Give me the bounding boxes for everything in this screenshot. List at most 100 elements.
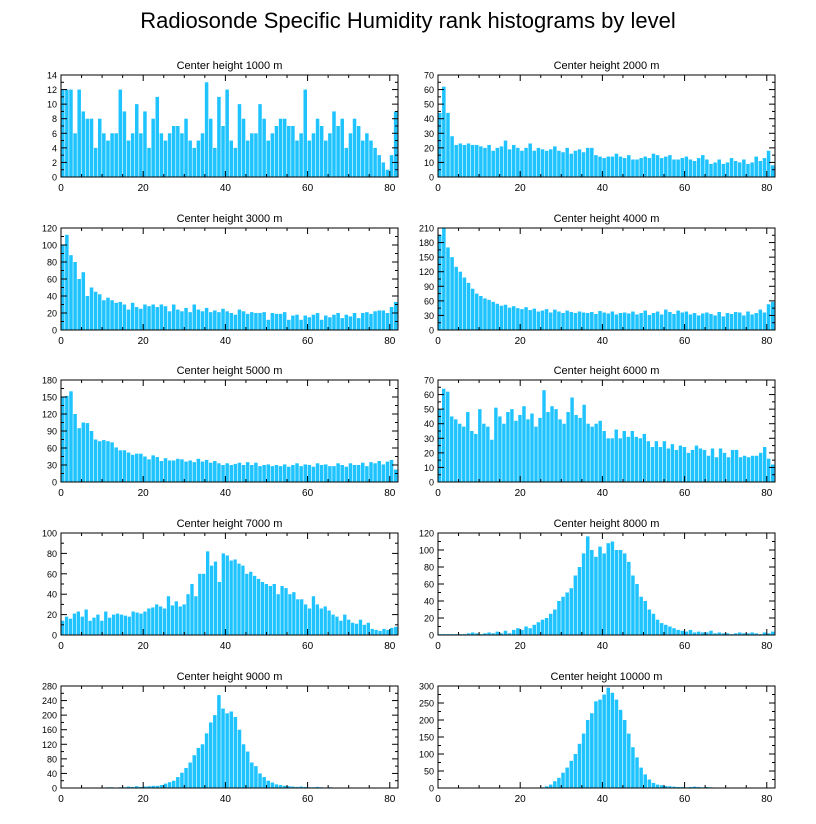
histogram-bar: [171, 460, 176, 482]
histogram-bar: [123, 615, 128, 635]
histogram-bar: [536, 147, 541, 177]
histogram-bar: [705, 632, 709, 635]
histogram-bar: [204, 733, 209, 788]
y-tick-label: 70: [424, 71, 434, 81]
histogram-bar: [184, 307, 188, 330]
histogram-bar: [108, 617, 112, 635]
histogram-bar: [155, 604, 159, 635]
histogram-bar: [180, 133, 184, 177]
y-tick-label: 30: [424, 129, 434, 139]
y-tick-label: 200: [42, 711, 57, 721]
histogram-bar: [65, 395, 69, 482]
histogram-bar: [478, 409, 482, 482]
histogram-bar: [319, 465, 324, 482]
histogram-bar: [303, 89, 307, 177]
y-tick-label: 0: [429, 478, 434, 488]
y-tick-label: 250: [419, 699, 434, 709]
histogram-bar: [315, 313, 320, 330]
histogram-bar: [542, 390, 546, 482]
histogram-bar: [366, 622, 370, 635]
histogram-bar: [721, 163, 726, 177]
histogram-bar: [365, 466, 369, 482]
histogram-bar: [282, 118, 287, 177]
histogram-bar: [672, 628, 676, 635]
histogram-bar: [540, 310, 545, 330]
y-tick-label: 40: [424, 419, 434, 429]
y-tick-label: 60: [424, 85, 434, 95]
histogram-bar: [81, 111, 86, 177]
y-tick-label: 40: [47, 292, 57, 302]
histogram-bar: [643, 774, 647, 788]
y-tick-label: 0: [429, 173, 434, 183]
histogram-bar: [324, 315, 328, 330]
y-tick-label: 60: [424, 580, 434, 590]
histogram-bar: [188, 460, 192, 482]
y-tick-label: 12: [47, 85, 57, 95]
histogram-bar: [622, 158, 627, 177]
y-tick-label: 10: [47, 100, 57, 110]
histogram-bar: [557, 311, 561, 330]
histogram-bar: [565, 592, 569, 635]
histogram-bar: [311, 314, 316, 330]
histogram-bar: [590, 713, 594, 788]
histogram-bar: [370, 628, 374, 635]
x-tick-label: 20: [515, 641, 527, 652]
y-tick-label: 120: [419, 267, 434, 277]
histogram-bar: [558, 419, 562, 482]
histogram-bar: [311, 133, 316, 177]
histogram-bar: [462, 426, 466, 482]
histogram-bar: [569, 760, 574, 788]
histogram-bar: [524, 147, 528, 177]
histogram-bar: [442, 228, 446, 330]
histogram-bar: [544, 786, 549, 788]
histogram-bar: [167, 782, 172, 788]
histogram-bar: [331, 614, 335, 635]
histogram-bar: [746, 633, 750, 635]
y-tick-label: 30: [424, 434, 434, 444]
histogram-bar: [85, 118, 90, 177]
histogram-bar: [114, 447, 118, 482]
histogram-bar: [511, 144, 516, 177]
histogram-bar: [594, 701, 598, 788]
histogram-bar: [184, 461, 188, 482]
histogram-bar: [450, 416, 454, 482]
histogram-bar: [303, 604, 308, 635]
histogram-bar: [225, 713, 229, 788]
histogram-bar: [483, 633, 487, 635]
histogram-bar: [701, 155, 705, 177]
histogram-bar: [610, 156, 615, 177]
histogram-bar: [696, 786, 701, 788]
histogram-bar: [766, 304, 771, 330]
histogram-bar: [450, 257, 454, 330]
histogram-bar: [532, 308, 537, 330]
histogram-bar: [766, 458, 771, 482]
histogram-bar: [354, 623, 359, 635]
histogram-bar: [151, 304, 155, 330]
panel-title: Center height 8000 m: [554, 518, 660, 530]
histogram-bar: [284, 588, 288, 635]
histogram-bar: [167, 133, 172, 177]
histogram-bar: [174, 601, 178, 635]
histogram-bar: [315, 463, 320, 482]
histogram-panel: Center height 5000 m 0 20 40 60 80 0 30 60 90 120 1…: [42, 365, 399, 499]
histogram-bar: [390, 627, 394, 635]
histogram-bar: [163, 306, 168, 330]
histogram-bar: [762, 447, 767, 482]
histogram-bar: [668, 155, 672, 177]
histogram-bar: [659, 158, 664, 177]
histogram-bar: [662, 441, 667, 482]
histogram-bar: [245, 751, 250, 788]
histogram-bar: [618, 550, 623, 635]
histogram-bar: [171, 304, 176, 330]
histogram-bar: [217, 581, 222, 635]
histogram-bar: [176, 777, 180, 788]
histogram-bar: [548, 613, 553, 635]
histogram-bar: [126, 309, 131, 330]
y-tick-label: 90: [424, 282, 434, 292]
y-tick-label: 150: [419, 253, 434, 263]
histogram-bar: [254, 133, 258, 177]
histogram-bar: [106, 297, 110, 330]
histogram-bar: [717, 159, 721, 177]
histogram-bar: [163, 783, 168, 788]
histogram-bar: [651, 153, 656, 177]
